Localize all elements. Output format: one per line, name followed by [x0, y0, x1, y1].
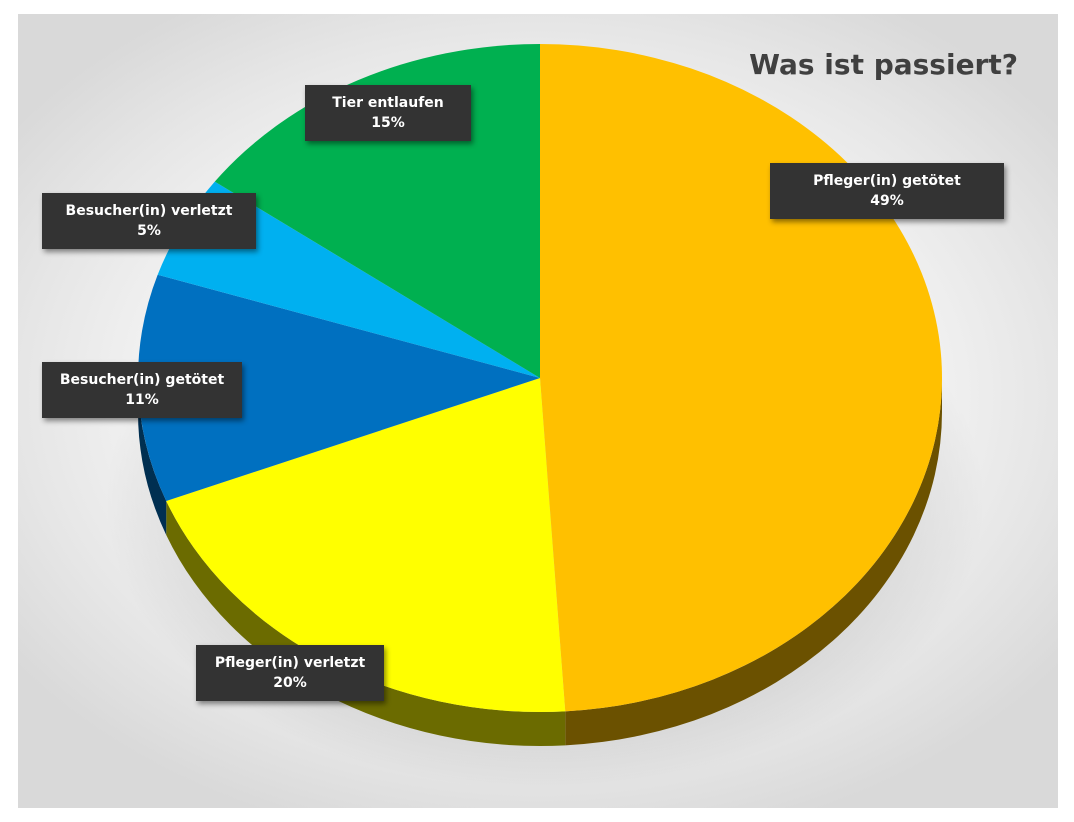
data-label-category: Tier entlaufen [332, 95, 444, 111]
data-label-pfleger-in-verletzt: Pfleger(in) verletzt 20% [196, 645, 384, 701]
data-label-pfleger-in-get-tet: Pfleger(in) getötet 49% [770, 163, 1004, 219]
slice-pfleger-in-verletzt [166, 378, 566, 712]
slice-besucher-in-get-tet [138, 274, 540, 501]
chart-title: Was ist passiert? [749, 48, 1018, 81]
slice-side-pfleger-in-get-tet [565, 378, 942, 746]
data-label-category: Pfleger(in) getötet [813, 173, 961, 189]
data-label-besucher-in-verletzt: Besucher(in) verletzt 5% [42, 193, 256, 249]
data-label-value: 15% [371, 115, 405, 131]
data-label-value: 11% [125, 392, 159, 408]
data-label-value: 20% [273, 675, 307, 691]
data-label-besucher-in-get-tet: Besucher(in) getötet 11% [42, 362, 242, 418]
data-label-category: Besucher(in) verletzt [65, 203, 233, 219]
slice-side-besucher-in-get-tet [138, 378, 167, 535]
data-label-value: 49% [870, 193, 904, 209]
data-label-category: Pfleger(in) verletzt [214, 655, 366, 671]
data-label-tier-entlaufen: Tier entlaufen 15% [305, 85, 471, 141]
data-label-category: Besucher(in) getötet [59, 372, 225, 388]
data-label-value: 5% [137, 223, 161, 239]
pie-slices [138, 44, 943, 712]
